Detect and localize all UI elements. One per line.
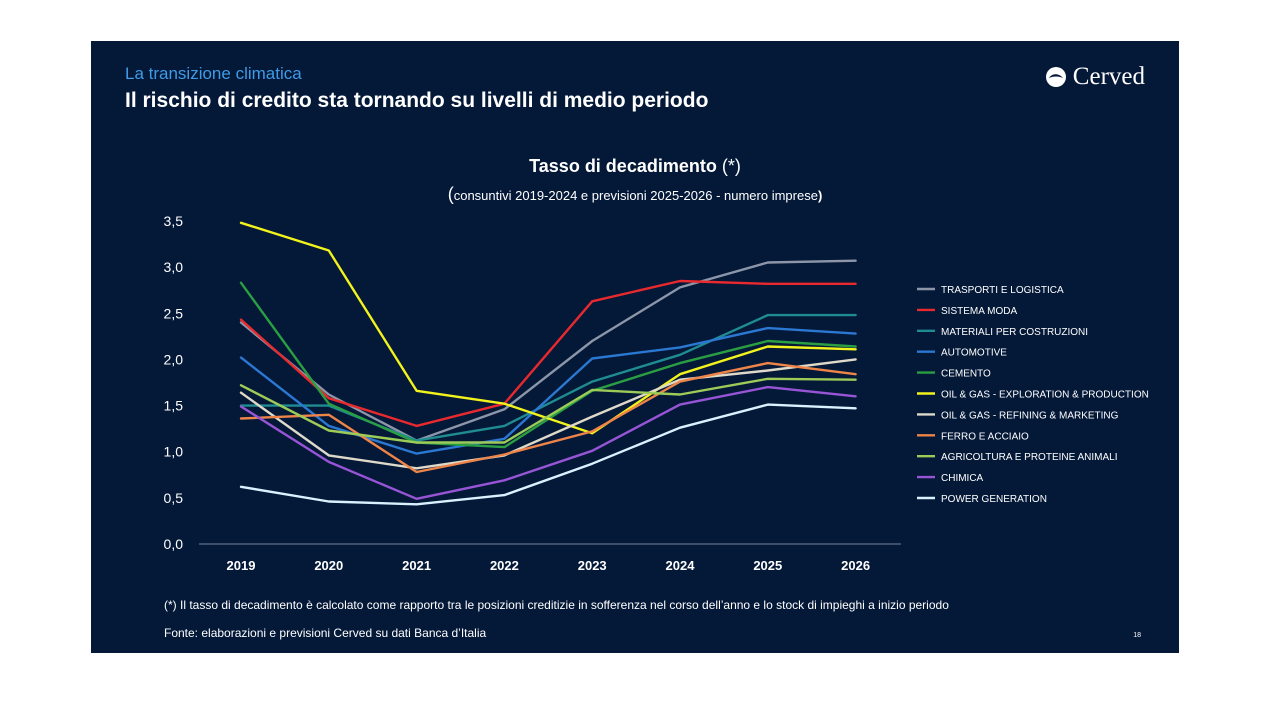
legend-label: SISTEMA MODA xyxy=(941,306,1017,317)
legend-label: AGRICOLTURA E PROTEINE ANIMALI xyxy=(941,452,1118,463)
section-kicker: La transizione climatica xyxy=(125,64,302,83)
slide: La transizione climatica Il rischio di c… xyxy=(91,41,1179,653)
chart-title-text: Tasso di decadimento xyxy=(529,156,717,176)
series-line xyxy=(239,326,857,455)
y-tick-label: 2,5 xyxy=(164,305,184,321)
x-tick-label: 2022 xyxy=(490,558,519,573)
cerved-logo: Cerved xyxy=(1045,63,1145,91)
y-tick-label: 3,0 xyxy=(164,259,184,275)
legend-label: FERRO E ACCIAIO xyxy=(941,431,1029,442)
series-line xyxy=(239,403,857,506)
series-line xyxy=(239,385,857,500)
x-tick-label: 2026 xyxy=(841,558,870,573)
x-tick-label: 2024 xyxy=(666,558,696,573)
series-line xyxy=(239,377,857,444)
footnote: (*) Il tasso di decadimento è calcolato … xyxy=(164,598,949,612)
source-note: Fonte: elaborazioni e previsioni Cerved … xyxy=(164,626,487,640)
series-line xyxy=(239,313,857,442)
x-tick-label: 2025 xyxy=(753,558,782,573)
legend-label: CHIMICA xyxy=(941,473,984,484)
y-tick-label: 0,0 xyxy=(164,536,184,552)
y-tick-label: 1,0 xyxy=(164,444,184,460)
chart-title-suffix: (*) xyxy=(721,156,741,176)
y-tick-label: 2,0 xyxy=(164,351,184,367)
series-line xyxy=(239,279,857,428)
series-line xyxy=(239,358,857,470)
legend-label: AUTOMOTIVE xyxy=(941,348,1007,359)
x-tick-label: 2023 xyxy=(578,558,607,573)
y-tick-label: 0,5 xyxy=(164,490,184,506)
legend-label: TRASPORTI E LOGISTICA xyxy=(941,285,1064,296)
legend-label: CEMENTO xyxy=(941,369,991,380)
chart-subtitle: (consuntivi 2019-2024 e previsioni 2025-… xyxy=(447,184,823,204)
series-line xyxy=(239,259,857,442)
page-number: 18 xyxy=(1133,632,1141,639)
line-chart: 0,0 0,5 1,0 1,5 2,0 2,5 3,0 3,5 2019 2020 2021 2022… xyxy=(164,213,1149,573)
cerved-logo-icon xyxy=(1045,67,1066,87)
legend-label: OIL & GAS - REFINING & MARKETING xyxy=(941,410,1119,421)
chart-subtitle-text: consuntivi 2019-2024 e previsioni 2025-2… xyxy=(453,188,818,203)
legend-label: MATERIALI PER COSTRUZIONI xyxy=(941,327,1088,338)
x-tick-label: 2021 xyxy=(402,558,431,573)
series-line xyxy=(239,361,857,474)
y-tick-label: 1,5 xyxy=(164,398,184,414)
legend-label: POWER GENERATION xyxy=(941,494,1047,505)
x-tick-label: 2020 xyxy=(314,558,343,573)
logo-text: Cerved xyxy=(1072,63,1145,90)
y-tick-label: 3,5 xyxy=(164,213,184,229)
series-line xyxy=(239,221,857,435)
x-tick-label: 2019 xyxy=(227,558,256,573)
slide-title: Il rischio di credito sta tornando su li… xyxy=(125,89,709,112)
legend-label: OIL & GAS - EXPLORATION & PRODUCTION xyxy=(941,390,1149,401)
chart-title: Tasso di decadimento (*) xyxy=(91,156,1179,177)
